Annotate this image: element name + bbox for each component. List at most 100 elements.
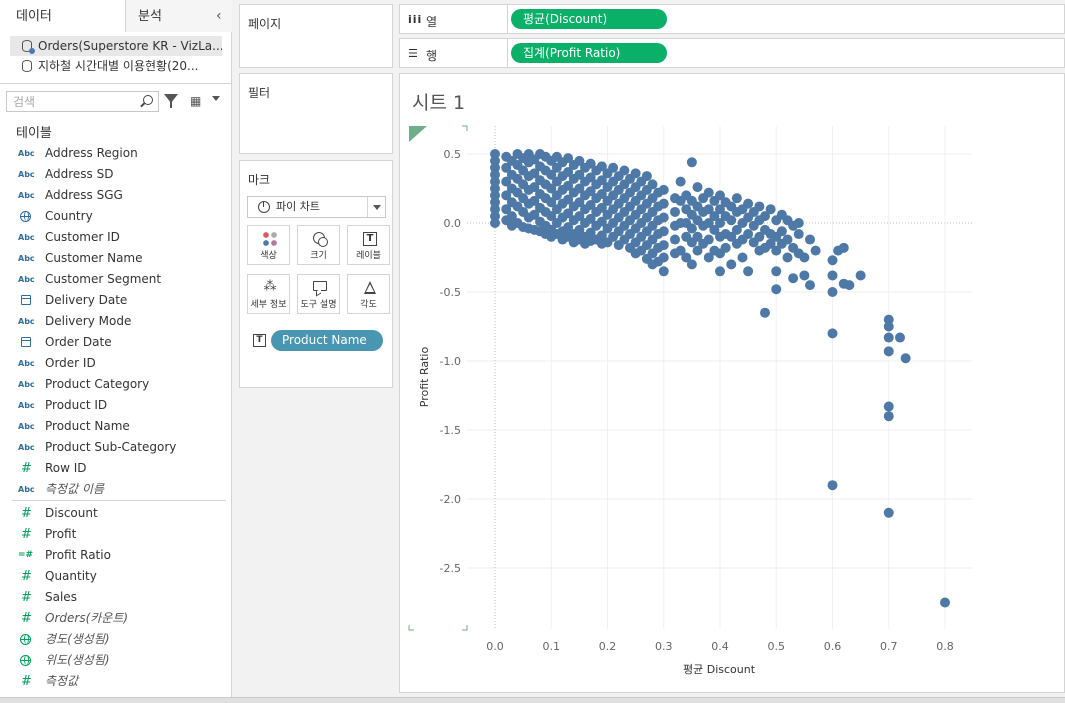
data-point[interactable] [799, 270, 810, 281]
data-point[interactable] [490, 197, 500, 208]
data-point[interactable] [658, 226, 669, 237]
data-point[interactable] [855, 270, 866, 281]
field-item[interactable]: Abc Product Category [0, 374, 232, 395]
color-button[interactable]: 색상 [247, 225, 290, 265]
field-item[interactable]: Abc Product Sub-Category [0, 437, 232, 458]
data-point[interactable] [658, 212, 669, 223]
field-item[interactable]: # Row ID [0, 458, 232, 479]
data-point[interactable] [827, 480, 838, 491]
data-point[interactable] [782, 234, 793, 245]
data-point[interactable] [490, 155, 500, 166]
collapse-pane-icon[interactable]: ‹ [216, 8, 222, 24]
data-point[interactable] [563, 166, 574, 177]
data-point[interactable] [703, 234, 714, 245]
data-point[interactable] [596, 230, 607, 241]
data-point[interactable] [501, 176, 512, 187]
data-point[interactable] [805, 234, 815, 245]
field-item[interactable]: # Orders(카운트) [0, 608, 232, 629]
data-point[interactable] [765, 204, 776, 215]
filter-icon[interactable] [164, 94, 178, 108]
field-item[interactable]: Abc Address SGG [0, 185, 232, 206]
data-point[interactable] [546, 169, 557, 180]
mark-type-dropdown[interactable]: 파이 차트 [247, 196, 386, 218]
data-point[interactable] [726, 215, 737, 226]
field-item[interactable]: Abc Order ID [0, 353, 232, 374]
data-point[interactable] [692, 245, 703, 256]
data-point[interactable] [585, 200, 596, 211]
data-point[interactable] [490, 176, 500, 187]
data-point[interactable] [574, 155, 585, 166]
data-point[interactable] [501, 190, 512, 201]
data-point[interactable] [658, 184, 669, 195]
data-point[interactable] [490, 183, 500, 194]
data-point[interactable] [883, 332, 894, 343]
sheet-title[interactable]: 시트 1 [412, 92, 466, 114]
field-item[interactable]: Abc Product Name [0, 416, 232, 437]
field-item[interactable]: Abc Customer Name [0, 248, 232, 269]
data-point[interactable] [490, 162, 500, 173]
field-item[interactable]: Country [0, 206, 232, 227]
data-point[interactable] [658, 198, 669, 209]
data-point[interactable] [827, 255, 838, 266]
data-point[interactable] [585, 227, 596, 238]
data-point[interactable] [810, 245, 821, 256]
data-point[interactable] [793, 229, 804, 240]
tab-analysis[interactable]: 분석 [126, 0, 232, 32]
data-point[interactable] [844, 280, 855, 291]
data-point[interactable] [563, 208, 574, 219]
data-point[interactable] [596, 202, 607, 213]
data-point[interactable] [529, 168, 540, 179]
data-point[interactable] [490, 190, 500, 201]
data-point[interactable] [715, 266, 725, 277]
data-point[interactable] [782, 252, 793, 263]
data-point[interactable] [675, 176, 686, 187]
data-point[interactable] [726, 259, 737, 270]
data-point[interactable] [585, 213, 596, 224]
data-point[interactable] [490, 149, 500, 159]
data-point[interactable] [686, 157, 697, 168]
data-point[interactable] [715, 218, 725, 228]
data-point[interactable] [703, 187, 714, 198]
field-item[interactable]: Order Date [0, 332, 232, 353]
field-item[interactable]: =# Profit Ratio [0, 545, 232, 566]
data-point[interactable] [596, 175, 607, 186]
data-point[interactable] [793, 218, 804, 228]
data-point[interactable] [501, 204, 512, 215]
data-point[interactable] [900, 353, 911, 364]
data-point[interactable] [692, 182, 703, 193]
tooltip-button[interactable]: 도구 설명 [297, 274, 340, 314]
data-point[interactable] [675, 245, 686, 256]
data-point[interactable] [681, 252, 692, 263]
data-point[interactable] [490, 169, 500, 180]
search-input[interactable] [7, 92, 135, 111]
discount-avg-pill[interactable]: 평균(Discount) [511, 9, 667, 29]
data-point[interactable] [776, 226, 787, 237]
data-point[interactable] [895, 332, 905, 343]
data-point[interactable] [709, 224, 720, 235]
field-item[interactable]: # Discount [0, 503, 232, 524]
field-item[interactable]: Abc 측정값 이름 [0, 479, 232, 500]
scatter-plot[interactable]: 0.5 0.0 -0.5 -1.0 -1.5 -2.0 -2.5 0.0 0.1 0.2 0.3 0.… [400, 74, 1065, 694]
data-point[interactable] [827, 328, 838, 339]
data-point[interactable] [737, 252, 748, 263]
data-point[interactable] [743, 229, 754, 240]
data-point[interactable] [788, 273, 799, 284]
data-point[interactable] [703, 204, 714, 215]
data-point[interactable] [703, 252, 714, 263]
field-item[interactable]: # Profit [0, 524, 232, 545]
data-point[interactable] [731, 224, 742, 235]
data-point[interactable] [501, 162, 512, 173]
field-item[interactable]: 위도(생성됨) [0, 650, 232, 671]
data-point[interactable] [709, 211, 720, 222]
data-point[interactable] [574, 211, 585, 222]
data-source-item[interactable]: 지하철 시간대별 이용현황(20... [10, 56, 222, 76]
data-point[interactable] [670, 206, 680, 217]
data-point[interactable] [585, 186, 596, 197]
data-point[interactable] [754, 231, 765, 242]
field-item[interactable]: # Sales [0, 587, 232, 608]
data-point[interactable] [686, 223, 697, 234]
data-point[interactable] [563, 153, 574, 164]
data-point[interactable] [529, 182, 540, 193]
data-point[interactable] [743, 198, 754, 209]
data-point[interactable] [692, 231, 703, 242]
